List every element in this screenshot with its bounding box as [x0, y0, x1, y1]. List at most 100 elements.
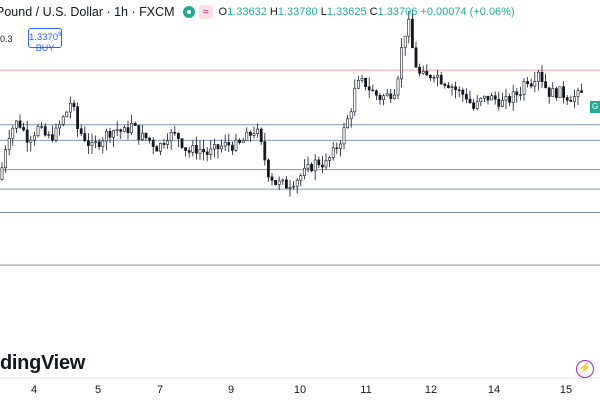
- open-value: 1.33632: [227, 6, 267, 18]
- candle-body: [565, 97, 569, 101]
- candle-body: [468, 98, 472, 104]
- candle: [18, 114, 22, 129]
- compare-symbol-icon[interactable]: ≈: [198, 5, 213, 19]
- lightning-icon[interactable]: ⚡: [576, 360, 594, 378]
- candle-body: [180, 138, 184, 148]
- candle-body: [450, 86, 454, 88]
- candle: [295, 177, 299, 194]
- candle: [284, 176, 288, 189]
- candle: [450, 83, 454, 96]
- candle: [551, 82, 555, 97]
- candle-body: [569, 99, 573, 102]
- candle: [576, 87, 580, 106]
- x-tick-label: 7: [157, 384, 163, 396]
- candle: [349, 108, 353, 128]
- candle: [392, 89, 396, 100]
- candle-body: [159, 143, 162, 152]
- low-label: L: [320, 6, 327, 18]
- candle: [367, 77, 371, 98]
- candle-body: [389, 93, 393, 99]
- candle: [497, 91, 501, 111]
- candle-body: [547, 87, 551, 97]
- candle: [464, 88, 468, 104]
- candle: [436, 70, 440, 87]
- candle: [468, 90, 472, 104]
- candle: [40, 122, 44, 129]
- candle-body: [277, 180, 281, 185]
- candle: [335, 142, 339, 155]
- candle: [25, 120, 29, 152]
- candle-body: [533, 81, 537, 87]
- candle-body: [173, 132, 177, 134]
- candle: [65, 111, 69, 118]
- candle: [508, 93, 512, 107]
- candle: [457, 86, 461, 98]
- candle-body: [69, 102, 72, 113]
- tradingview-watermark: dingView: [0, 352, 86, 374]
- candle-body: [141, 132, 144, 140]
- candle: [281, 178, 285, 185]
- candle: [320, 155, 324, 174]
- candle-body: [191, 145, 195, 153]
- candle: [123, 124, 126, 132]
- candle: [540, 65, 544, 88]
- symbol-title[interactable]: Pound / U.S. Dollar · 1h · FXCM: [0, 5, 175, 19]
- candle: [389, 89, 393, 104]
- buy-button[interactable]: 1.33708 BUY: [28, 28, 62, 53]
- candle: [472, 98, 476, 111]
- candle-body: [410, 18, 414, 49]
- candle: [360, 74, 364, 83]
- candle: [202, 139, 206, 161]
- candle: [500, 92, 504, 108]
- candle-body: [155, 146, 159, 152]
- candle: [475, 94, 479, 111]
- candle: [61, 115, 65, 127]
- candle-body: [544, 81, 548, 88]
- candle-body: [227, 142, 231, 146]
- candle-body: [22, 127, 26, 131]
- candle-body: [177, 132, 180, 140]
- candle-body: [288, 186, 292, 189]
- candle-body: [382, 95, 386, 100]
- candle-body: [464, 94, 468, 100]
- candle-body: [349, 111, 353, 120]
- candle: [108, 127, 112, 144]
- candle-body: [15, 120, 18, 129]
- candle-body: [47, 134, 51, 136]
- candle-body: [317, 159, 321, 166]
- close-value: 1.33706: [377, 6, 418, 18]
- candle: [414, 41, 418, 68]
- candle: [400, 38, 404, 88]
- candle-body: [324, 160, 328, 168]
- candle: [83, 126, 87, 142]
- candle-body: [536, 71, 540, 82]
- candle-body: [374, 90, 378, 96]
- candle-body: [446, 85, 450, 88]
- candle: [155, 145, 159, 152]
- candle: [141, 124, 144, 141]
- candle: [7, 129, 11, 156]
- candle-body: [558, 86, 562, 98]
- candle: [493, 91, 497, 105]
- candle-body: [213, 144, 216, 150]
- candle-body: [425, 71, 429, 76]
- candle-body: [7, 137, 11, 150]
- candle-body: [367, 86, 371, 91]
- x-tick-label: 5: [95, 384, 101, 396]
- candle: [378, 92, 382, 105]
- candle: [90, 133, 94, 154]
- candle-body: [76, 106, 80, 129]
- candle: [310, 162, 314, 173]
- candle-body: [360, 77, 364, 81]
- candle-body: [540, 71, 544, 82]
- candle-body: [241, 140, 245, 143]
- candle: [526, 77, 530, 88]
- candle: [101, 137, 105, 154]
- candle: [342, 122, 346, 150]
- candle: [428, 74, 432, 81]
- candle-body: [356, 80, 360, 89]
- candle: [515, 88, 519, 103]
- candle-body: [515, 91, 519, 96]
- candle: [562, 81, 566, 104]
